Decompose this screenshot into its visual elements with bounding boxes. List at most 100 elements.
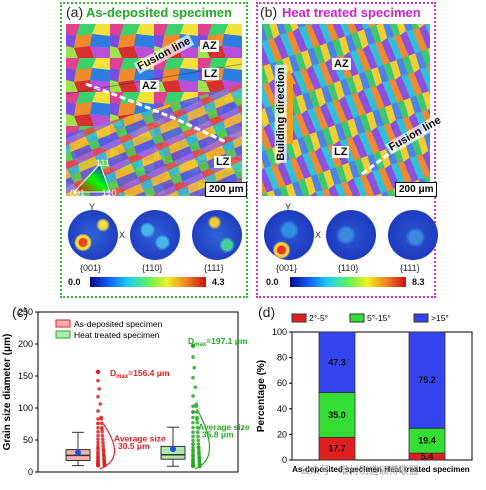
data-point xyxy=(96,440,100,445)
data-point xyxy=(101,446,106,451)
plot-frame-d xyxy=(291,331,473,461)
lz-label-b: LZ xyxy=(332,146,350,158)
data-point xyxy=(100,429,104,434)
legend-swatch-d xyxy=(349,313,365,323)
panel-d-label: (d) xyxy=(258,304,276,320)
colorbar-b xyxy=(290,277,406,287)
max-point xyxy=(190,343,196,349)
data-point xyxy=(193,385,198,389)
distribution-curve xyxy=(99,421,116,470)
pole-figure-b-001 xyxy=(264,210,314,260)
panel-b-title: Heat treated specimen xyxy=(282,5,421,20)
data-point xyxy=(195,425,200,430)
dmax-annotation-heat-treated: Dmax=197.1 μm xyxy=(188,336,248,348)
data-point xyxy=(195,417,199,422)
data-point xyxy=(191,415,195,420)
data-point xyxy=(96,421,100,426)
ytick-label-c: 0 xyxy=(28,467,33,477)
max-point xyxy=(95,369,101,375)
pole-figure-a-001 xyxy=(68,210,118,260)
pf-a-label-001: {001} xyxy=(80,263,102,273)
avg-size-label-heat-treated: Average size xyxy=(198,422,250,432)
ytick-label-d: 60 xyxy=(277,378,287,388)
data-point xyxy=(100,427,104,431)
pole-figure-a-110 xyxy=(130,210,180,260)
avg-size-value-as-deposited: 30.5 μm xyxy=(118,441,150,451)
bar-data-label: 17.7 xyxy=(328,444,346,454)
data-point xyxy=(191,434,195,439)
pf-b-x-axis: X xyxy=(315,230,322,240)
data-point xyxy=(191,442,195,446)
data-point xyxy=(96,433,100,438)
panel-a-label: (a) xyxy=(66,4,84,20)
mean-marker xyxy=(170,446,176,453)
data-point xyxy=(195,430,200,434)
ipf-key-001: 001 xyxy=(70,188,86,198)
ytick-label-c: 50 xyxy=(23,435,33,445)
data-point xyxy=(96,437,100,441)
ytick-label-d: 0 xyxy=(282,455,287,465)
data-point xyxy=(191,460,195,465)
data-point xyxy=(96,425,100,430)
legend-label-d: 5°-15° xyxy=(367,313,391,323)
data-point xyxy=(101,440,105,445)
data-point xyxy=(102,453,106,458)
ipf-key-triangle xyxy=(72,163,111,193)
ylabel-d: Percentage (%) xyxy=(256,360,267,432)
legend-label-d: 2°-5° xyxy=(309,313,328,323)
data-point xyxy=(96,394,100,399)
plot-frame-c xyxy=(37,311,239,473)
legend-swatch-d xyxy=(291,313,307,323)
data-point xyxy=(101,449,106,453)
bar-data-label: 35.0 xyxy=(328,410,346,420)
panel-b-frame xyxy=(256,2,436,298)
grain-size-boxplot: 0 50 100 150 200 250 Grain size diameter (μm) A… xyxy=(2,307,250,477)
legend-swatch-c xyxy=(55,330,71,339)
ipf-key-110: 110 xyxy=(102,188,117,198)
az-label-a-1: AZ xyxy=(200,40,219,52)
pf-a-y-axis: Y xyxy=(89,202,96,212)
data-point xyxy=(191,425,195,430)
dmax-annotation-as-deposited: Dmax=156.4 μm xyxy=(110,368,170,380)
data-point xyxy=(192,365,197,370)
data-point xyxy=(196,445,201,450)
bar-data-label: 19.4 xyxy=(418,436,436,446)
data-point xyxy=(96,409,100,413)
ipf-key-111: 111 xyxy=(96,158,110,168)
distribution-curve xyxy=(194,408,211,470)
panel-a-title: As-deposited specimen xyxy=(86,5,232,20)
avg-size-value-heat-treated: 35.8 μm xyxy=(202,429,234,439)
lz-label-a-2: LZ xyxy=(214,156,232,168)
data-point xyxy=(197,448,201,453)
az-label-b: AZ xyxy=(332,58,351,70)
bar-segment xyxy=(408,331,446,429)
misorientation-stacked-bar: 0 20 40 60 80 100 Percentage (%) 2°-5° 5°-15° >15… xyxy=(256,313,473,474)
data-point xyxy=(197,456,202,460)
ytick-label-d: 20 xyxy=(277,429,287,439)
data-point xyxy=(96,378,100,383)
legend-label-c: Heat treated specimen xyxy=(74,330,160,340)
data-point xyxy=(194,402,199,407)
data-point xyxy=(96,429,100,434)
data-point xyxy=(191,394,195,398)
data-point xyxy=(196,434,200,439)
pf-b-y-axis: Y xyxy=(285,202,292,212)
data-point xyxy=(96,458,100,463)
xtick-label-d: As-deposited specimen xyxy=(292,465,382,474)
colorbar-a xyxy=(90,277,206,287)
legend-label-c: As-deposited specimen xyxy=(74,319,163,329)
colorbar-a-min: 0.0 xyxy=(68,277,81,287)
ytick-label-c: 250 xyxy=(18,307,33,317)
data-point xyxy=(102,457,106,461)
data-point xyxy=(102,460,107,464)
bar-segment xyxy=(318,392,356,438)
pole-figure-b-110 xyxy=(326,210,376,260)
colorbar-b-max: 8.3 xyxy=(412,277,425,287)
data-point xyxy=(191,430,195,434)
data-point xyxy=(97,387,101,391)
data-point xyxy=(191,438,195,443)
az-label-a-2: AZ xyxy=(140,80,159,92)
lz-label-a-1: LZ xyxy=(202,68,220,80)
data-point xyxy=(196,442,201,446)
data-point xyxy=(96,417,100,421)
